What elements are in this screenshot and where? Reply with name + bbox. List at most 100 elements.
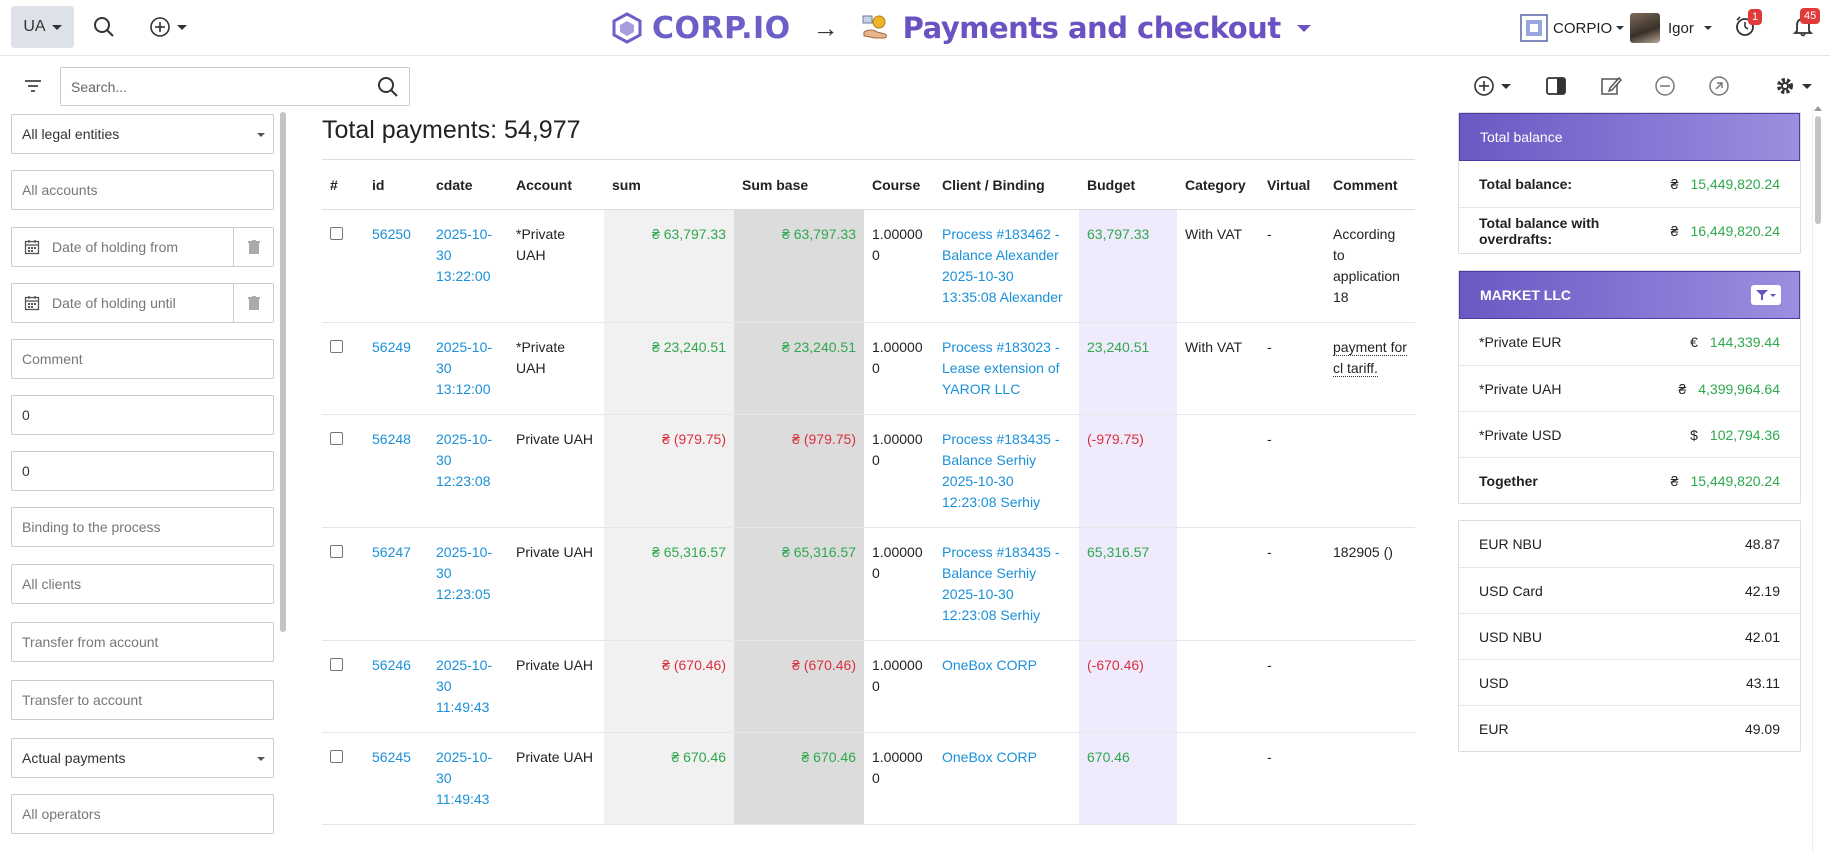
client-binding-link[interactable]: OneBox CORP (934, 732, 1079, 825)
column-header[interactable]: Client / Binding (934, 159, 1079, 210)
table-row[interactable]: 56246 2025-10-30 11:49:43 Private UAH ₴ (67… (322, 640, 1415, 733)
virtual-cell: - (1259, 209, 1325, 323)
column-header[interactable]: Comment (1325, 159, 1415, 210)
company-switcher[interactable]: CORPIO (1519, 8, 1625, 48)
column-header[interactable]: Category (1177, 159, 1259, 210)
toggle-panel-button[interactable] (1541, 72, 1571, 100)
column-header[interactable]: cdate (428, 159, 508, 210)
row-checkbox[interactable] (330, 340, 343, 353)
page-scrollbar[interactable] (1812, 106, 1822, 853)
edit-icon (1601, 76, 1622, 95)
table-row[interactable]: 56250 2025-10-30 13:22:00 *Private UAH ₴ 63… (322, 209, 1415, 323)
corpio-logo-icon[interactable] (612, 12, 642, 44)
accounts-select[interactable]: All accounts (11, 170, 274, 210)
chevron-down-icon[interactable] (1296, 24, 1311, 32)
column-header[interactable]: Course (864, 159, 934, 210)
row-checkbox[interactable] (330, 432, 343, 445)
client-binding-link[interactable]: Process #183435 - Balance Serhiy 2025-10… (934, 527, 1079, 641)
table-header-row: # id cdate Account sum Sum base Course Client /… (322, 159, 1415, 210)
payment-id-link[interactable]: 56248 (364, 414, 428, 528)
client-binding-link[interactable]: Process #183023 - Lease extension of YAR… (934, 322, 1079, 415)
cdate-link[interactable]: 2025-10-30 11:49:43 (428, 640, 508, 733)
date-until-field[interactable]: Date of holding until (11, 283, 274, 323)
export-button[interactable] (1704, 72, 1734, 100)
column-header[interactable]: sum (604, 159, 734, 210)
binding-field[interactable]: Binding to the process (11, 507, 274, 547)
payment-type-value: Actual payments (22, 750, 126, 766)
edit-button[interactable] (1596, 72, 1626, 100)
client-binding-link[interactable]: Process #183435 - Balance Serhiy 2025-10… (934, 414, 1079, 528)
date-from-field[interactable]: Date of holding from (11, 227, 274, 267)
cdate-link[interactable]: 2025-10-30 12:23:08 (428, 414, 508, 528)
transfer-from-select[interactable]: Transfer from account (11, 622, 274, 662)
page-title[interactable]: Payments and checkout (902, 11, 1282, 45)
sum-cell: ₴ 63,797.33 (604, 209, 734, 323)
balance-label: EUR (1479, 720, 1509, 737)
search-icon[interactable] (377, 76, 399, 98)
balance-label: Total balance with overdrafts: (1479, 214, 1600, 247)
row-checkbox[interactable] (330, 545, 343, 558)
table-row[interactable]: 56247 2025-10-30 12:23:05 Private UAH ₴ 65,… (322, 527, 1415, 641)
search-input[interactable] (61, 68, 361, 105)
row-checkbox-cell (322, 209, 364, 323)
column-header[interactable]: Virtual (1259, 159, 1325, 210)
language-switcher[interactable]: UA (11, 6, 74, 48)
amount-to-field[interactable]: 0 (11, 451, 274, 491)
payment-type-select[interactable]: Actual payments (11, 738, 274, 778)
cdate-link[interactable]: 2025-10-30 12:23:05 (428, 527, 508, 641)
brand-name[interactable]: CORP.IO (652, 10, 791, 46)
column-header[interactable]: id (364, 159, 428, 210)
comment-placeholder: Comment (22, 351, 83, 367)
date-from-placeholder: Date of holding from (52, 239, 179, 255)
add-payment-button[interactable] (1468, 72, 1516, 100)
gear-icon (1777, 78, 1793, 94)
row-checkbox[interactable] (330, 750, 343, 763)
total-balance-header[interactable]: Total balance (1459, 113, 1800, 161)
clients-select[interactable]: All clients (11, 564, 274, 604)
trash-icon[interactable] (233, 284, 273, 322)
trash-icon[interactable] (233, 228, 273, 266)
market-llc-title: MARKET LLC (1480, 287, 1571, 303)
payment-id-link[interactable]: 56250 (364, 209, 428, 323)
column-header[interactable]: # (322, 159, 364, 210)
operators-select[interactable]: All operators (11, 794, 274, 834)
row-checkbox[interactable] (330, 658, 343, 671)
scroll-thumb[interactable] (1815, 116, 1821, 224)
add-menu-button[interactable] (145, 12, 191, 42)
table-row[interactable]: 56248 2025-10-30 12:23:08 Private UAH ₴ (97… (322, 414, 1415, 528)
sum-base-cell: ₴ 63,797.33 (734, 209, 864, 323)
filters-sidebar: All legal entities All accounts Date of … (0, 112, 288, 853)
market-llc-header[interactable]: MARKET LLC (1459, 271, 1800, 319)
balance-row: Together ₴ 15,449,820.24 (1459, 457, 1800, 503)
funnel-filter-icon[interactable] (1751, 285, 1781, 305)
transfer-to-select[interactable]: Transfer to account (11, 680, 274, 720)
payment-id-link[interactable]: 56247 (364, 527, 428, 641)
scroll-up-arrow-icon[interactable] (1814, 106, 1822, 111)
amount-from-field[interactable]: 0 (11, 395, 274, 435)
cdate-link[interactable]: 2025-10-30 11:49:43 (428, 732, 508, 825)
payment-id-link[interactable]: 56249 (364, 322, 428, 415)
total-payments-title: Total payments: 54,977 (322, 116, 581, 144)
column-header[interactable]: Sum base (734, 159, 864, 210)
table-row[interactable]: 56245 2025-10-30 11:49:43 Private UAH ₴ 670… (322, 732, 1415, 825)
cdate-link[interactable]: 2025-10-30 13:12:00 (428, 322, 508, 415)
comment-field[interactable]: Comment (11, 339, 274, 379)
balance-label: USD Card (1479, 582, 1543, 599)
sidebar-scrollbar[interactable] (280, 112, 286, 632)
client-binding-link[interactable]: Process #183462 - Balance Alexander 2025… (934, 209, 1079, 323)
payment-id-link[interactable]: 56245 (364, 732, 428, 825)
filter-lines-icon[interactable] (22, 76, 44, 96)
user-menu[interactable]: Igor (1630, 8, 1712, 48)
comment-tooltip-text[interactable]: payment for cl tariff. (1333, 339, 1407, 377)
cdate-link[interactable]: 2025-10-30 13:22:00 (428, 209, 508, 323)
column-header[interactable]: Budget (1079, 159, 1177, 210)
row-checkbox[interactable] (330, 227, 343, 240)
table-row[interactable]: 56249 2025-10-30 13:12:00 *Private UAH ₴ 23… (322, 322, 1415, 415)
payment-id-link[interactable]: 56246 (364, 640, 428, 733)
legal-entities-select[interactable]: All legal entities (11, 114, 274, 154)
search-icon[interactable] (89, 12, 119, 42)
client-binding-link[interactable]: OneBox CORP (934, 640, 1079, 733)
column-header[interactable]: Account (508, 159, 604, 210)
remove-button[interactable] (1650, 72, 1680, 100)
settings-button[interactable] (1770, 72, 1816, 100)
